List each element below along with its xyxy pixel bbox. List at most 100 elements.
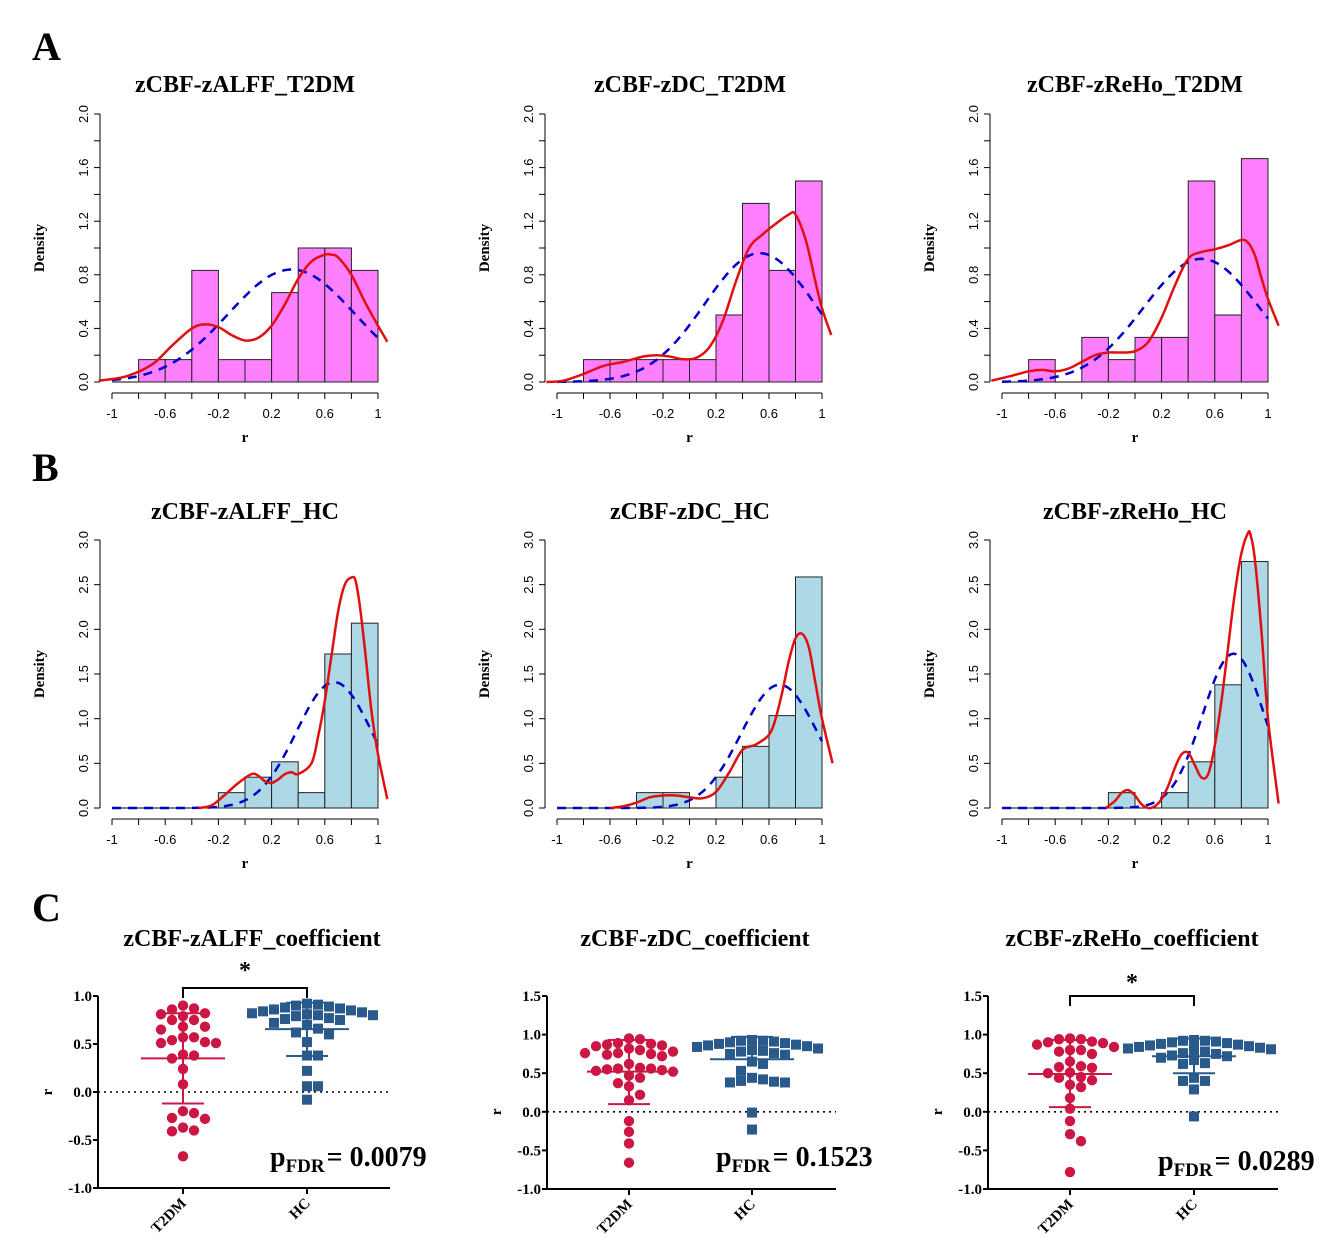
x-tick-label: 0.6 [1206, 406, 1224, 421]
y-tick-label: 0.5 [963, 1066, 982, 1082]
chart-a1: zCBF-zALFF_T2DM 0.0 0.4 0.8 1.2 1.6 2.0 Density… [32, 72, 389, 446]
data-point-t2dm [1086, 1074, 1098, 1086]
data-point-t2dm [590, 1040, 602, 1052]
x-axis-label: r [686, 856, 693, 872]
data-point-t2dm [1086, 1062, 1098, 1073]
data-point-t2dm [188, 1125, 200, 1136]
data-point-hc [1178, 1075, 1188, 1086]
data-point-t2dm [612, 1078, 624, 1089]
y-tick-label: 1.5 [966, 665, 981, 683]
data-point-hc [780, 1077, 790, 1088]
y-tick-label: 0.8 [76, 266, 91, 284]
data-point-t2dm [1031, 1039, 1043, 1050]
data-point-hc [736, 1075, 746, 1086]
chart-a2: zCBF-zDC_T2DM 0.0 0.4 0.8 1.2 1.6 2.0 Density -1… [477, 72, 833, 446]
x-tick-label: -0.6 [154, 832, 176, 847]
y-tick-label: 2.5 [966, 576, 981, 594]
x-category-label: HC [287, 1196, 314, 1223]
data-point-t2dm [623, 1115, 635, 1127]
data-point-t2dm [1075, 1135, 1087, 1147]
y-axis-label: r [930, 1108, 946, 1115]
chart-a3: zCBF-zReHo_T2DM 0.0 0.4 0.8 1.2 1.6 2.0 Density… [922, 72, 1280, 446]
p-value-text: = 0.0289 [1215, 1146, 1315, 1177]
y-tick-label: 1.2 [521, 212, 536, 230]
histogram-bar [164, 359, 193, 383]
data-point-hc [725, 1037, 735, 1048]
histogram-bar [768, 269, 796, 383]
data-point-hc [1255, 1042, 1265, 1053]
p-value-prefix: p [270, 1142, 286, 1173]
y-tick-label: 1.5 [76, 665, 91, 683]
x-axis-label: r [1132, 430, 1139, 446]
x-tick-label: 0.2 [707, 406, 725, 421]
data-point-hc [357, 1007, 367, 1018]
data-point-hc [758, 1035, 768, 1046]
x-tick-label: -0.6 [154, 406, 176, 421]
y-tick-label: 1.2 [76, 212, 91, 230]
panel-letter-c: C [32, 885, 61, 930]
data-point-hc [1200, 1058, 1210, 1069]
x-tick-label: -1 [996, 406, 1008, 421]
data-point-t2dm [612, 1047, 624, 1059]
y-tick-label: 0.8 [966, 266, 981, 284]
x-tick-label: -1 [551, 832, 563, 847]
data-point-t2dm [177, 1151, 189, 1162]
data-point-hc [1233, 1039, 1243, 1050]
data-point-t2dm [601, 1039, 613, 1050]
y-tick-label: -1.0 [517, 1182, 541, 1198]
x-tick-label: 1 [1264, 406, 1271, 421]
chart-title: zCBF-zALFF_T2DM [135, 72, 355, 98]
y-tick-label: 0.5 [522, 1066, 541, 1082]
y-tick-label: 1.6 [521, 159, 536, 177]
y-tick-label: -0.5 [68, 1133, 92, 1149]
y-tick-label: 2.0 [521, 620, 536, 638]
x-tick-label: 0.6 [1206, 832, 1224, 847]
panel-letter-a: A [32, 24, 61, 69]
chart-title: zCBF-zALFF_coefficient [123, 926, 380, 952]
x-tick-label: -1 [551, 406, 563, 421]
histogram-bar [271, 292, 299, 383]
data-point-hc [1200, 1075, 1210, 1086]
data-point-t2dm [667, 1066, 679, 1077]
x-axis-label: r [1132, 856, 1139, 872]
data-point-hc [780, 1049, 790, 1060]
p-value-text: = 0.0079 [327, 1142, 427, 1173]
data-point-t2dm [155, 1009, 167, 1020]
x-tick-label: 1 [1264, 832, 1271, 847]
y-tick-label: -0.5 [958, 1143, 982, 1159]
x-tick-label: -0.2 [1097, 406, 1119, 421]
y-tick-label: 1.6 [966, 159, 981, 177]
data-point-hc [1200, 1046, 1210, 1057]
chart-c1: zCBF-zALFF_coefficient -1.0 -0.5 0.0 0.5 1.0 r… [40, 926, 427, 1237]
chart-title: zCBF-zDC_coefficient [580, 926, 809, 952]
chart-title: zCBF-zALFF_HC [151, 499, 339, 525]
data-point-hc [1189, 1072, 1199, 1083]
p-value-prefix: p [716, 1142, 732, 1173]
data-point-hc [780, 1038, 790, 1049]
data-point-t2dm [177, 1122, 189, 1133]
y-tick-label: 2.5 [521, 576, 536, 594]
x-tick-label: -0.2 [207, 832, 229, 847]
data-point-hc [324, 1001, 334, 1012]
histogram-bar [1240, 561, 1269, 809]
chart-title: zCBF-zDC_T2DM [594, 72, 786, 98]
data-point-hc [335, 1015, 345, 1025]
data-point-hc [269, 1017, 279, 1028]
x-tick-label: -0.6 [599, 406, 621, 421]
data-point-t2dm [1064, 1103, 1076, 1114]
y-tick-label: 3.0 [521, 531, 536, 549]
x-tick-label: -0.2 [652, 406, 674, 421]
y-tick-label: 0.0 [966, 373, 981, 391]
data-point-t2dm [199, 1008, 211, 1019]
data-point-hc [302, 1065, 312, 1076]
x-category-label: HC [732, 1197, 759, 1224]
data-point-t2dm [188, 1032, 200, 1043]
histogram-bar [297, 247, 326, 383]
y-axis-label: Density [32, 649, 48, 698]
data-point-t2dm [623, 1157, 635, 1168]
data-point-hc [313, 1010, 323, 1021]
data-point-t2dm [1075, 1044, 1087, 1056]
y-axis-label: Density [32, 223, 48, 272]
data-point-hc [1189, 1111, 1199, 1122]
data-point-hc [368, 1010, 378, 1021]
